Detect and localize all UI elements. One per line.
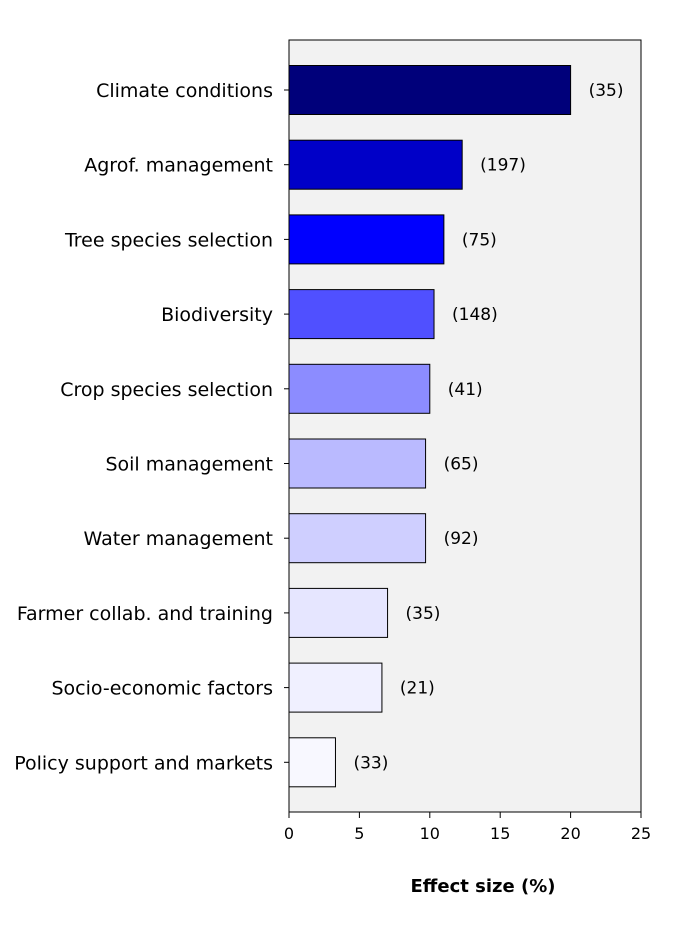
count-label-9: (33)	[353, 753, 388, 773]
x-tick-label-3: 15	[490, 824, 510, 843]
bar-2	[288, 214, 445, 265]
category-label-2: Tree species selection	[64, 229, 273, 251]
category-label-6: Water management	[84, 528, 273, 550]
x-tick-label-1: 5	[354, 824, 364, 843]
x-axis-title: Effect size (%)	[411, 876, 556, 897]
category-label-3: Biodiversity	[161, 304, 273, 326]
count-label-2: (75)	[462, 230, 497, 250]
bar-1	[288, 139, 463, 190]
count-label-6: (92)	[444, 529, 479, 549]
x-tick-label-5: 25	[631, 824, 651, 843]
bars-group	[288, 65, 572, 788]
bar-8	[288, 662, 383, 713]
x-axis: 0 5 10 15 20 25	[284, 812, 651, 843]
bar-5	[288, 438, 427, 489]
bar-4	[288, 363, 431, 414]
count-labels: (35) (197) (75) (148) (41) (65) (92) (35) (21) (3…	[353, 81, 623, 773]
bar-9	[288, 737, 336, 788]
count-label-8: (21)	[400, 679, 435, 699]
count-label-1: (197)	[480, 156, 526, 176]
count-label-4: (41)	[448, 380, 483, 400]
category-label-0: Climate conditions	[96, 80, 273, 102]
count-label-5: (65)	[444, 455, 479, 475]
bar-7	[288, 587, 389, 638]
bar-3	[288, 289, 435, 340]
category-label-7: Farmer collab. and training	[17, 603, 273, 625]
count-label-7: (35)	[406, 604, 441, 624]
bar-0	[288, 65, 572, 115]
category-label-9: Policy support and markets	[14, 752, 273, 774]
category-label-1: Agrof. management	[84, 155, 273, 177]
category-label-5: Soil management	[105, 454, 273, 476]
x-tick-label-0: 0	[284, 824, 294, 843]
x-tick-label-4: 20	[560, 824, 580, 843]
bar-6	[288, 513, 427, 564]
x-tick-label-2: 10	[420, 824, 440, 843]
category-labels: Climate conditions Agrof. management Tree …	[14, 80, 289, 774]
count-label-3: (148)	[452, 305, 498, 325]
category-label-4: Crop species selection	[60, 379, 273, 401]
category-label-8: Socio-economic factors	[51, 678, 273, 700]
count-label-0: (35)	[589, 81, 624, 101]
